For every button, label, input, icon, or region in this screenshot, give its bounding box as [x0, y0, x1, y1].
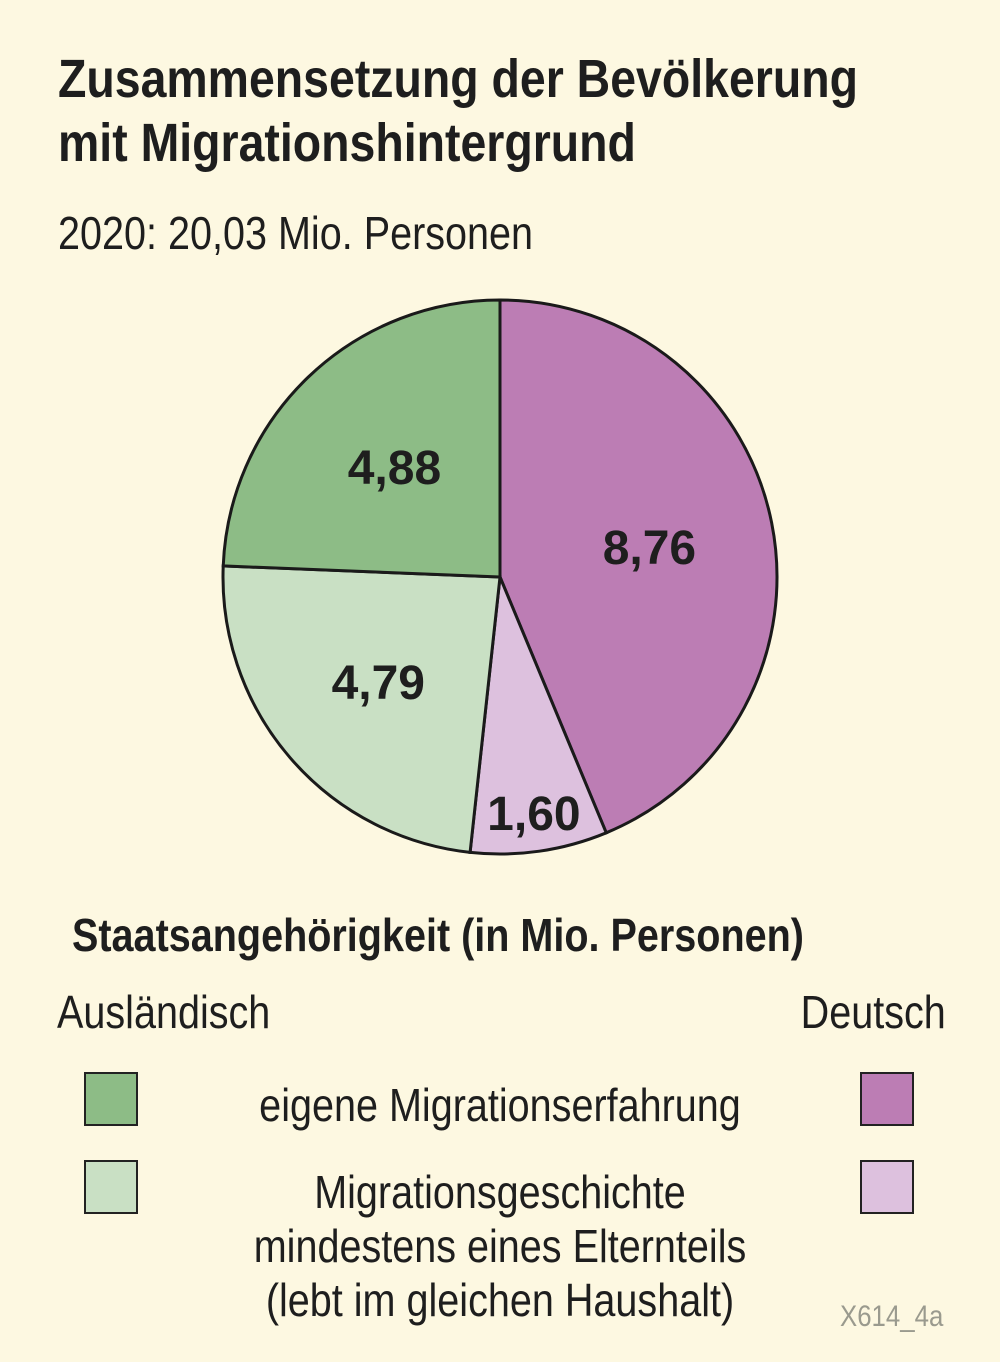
pie-slice [221, 564, 502, 855]
pie-slice-label: 4,88 [348, 442, 441, 495]
chart-title-line1: Zusammensetzung der Bevölkerung [58, 49, 858, 109]
legend-swatch-auslaendisch-eigene [84, 1072, 138, 1126]
pie-slice-label: 8,76 [603, 522, 696, 575]
legend-swatch-auslaendisch-eltern [84, 1160, 138, 1214]
pie-slice [221, 298, 502, 579]
chart-title-line2: mit Migrationshintergrund [58, 113, 636, 173]
pie-slice-label: 4,79 [332, 657, 425, 710]
legend-label-row1: eigene Migrationserfahrung [259, 1079, 741, 1131]
watermark-code: X614_4a [840, 1300, 944, 1333]
pie-slice [498, 298, 779, 835]
pie-slice-label: 1,60 [487, 788, 580, 841]
pie-slice [468, 576, 609, 856]
legend-label-row2-line2: mindestens eines Elternteils [253, 1220, 747, 1272]
pie-chart: 8,76 1,60 4,79 4,88 [221, 298, 779, 856]
legend-column-auslaendisch: Ausländisch [57, 986, 271, 1038]
legend-column-deutsch: Deutsch [800, 986, 946, 1038]
legend-title: Staatsangehörigkeit (in Mio. Personen) [72, 909, 804, 961]
legend-label-row2-line3: (lebt im gleichen Haushalt) [265, 1274, 735, 1326]
legend-swatch-deutsch-eigene [860, 1072, 914, 1126]
legend-label-row2-line1: Migrationsgeschichte [314, 1166, 686, 1218]
chart-subtitle: 2020: 20,03 Mio. Personen [58, 207, 534, 259]
legend-swatch-deutsch-eltern [860, 1160, 914, 1214]
